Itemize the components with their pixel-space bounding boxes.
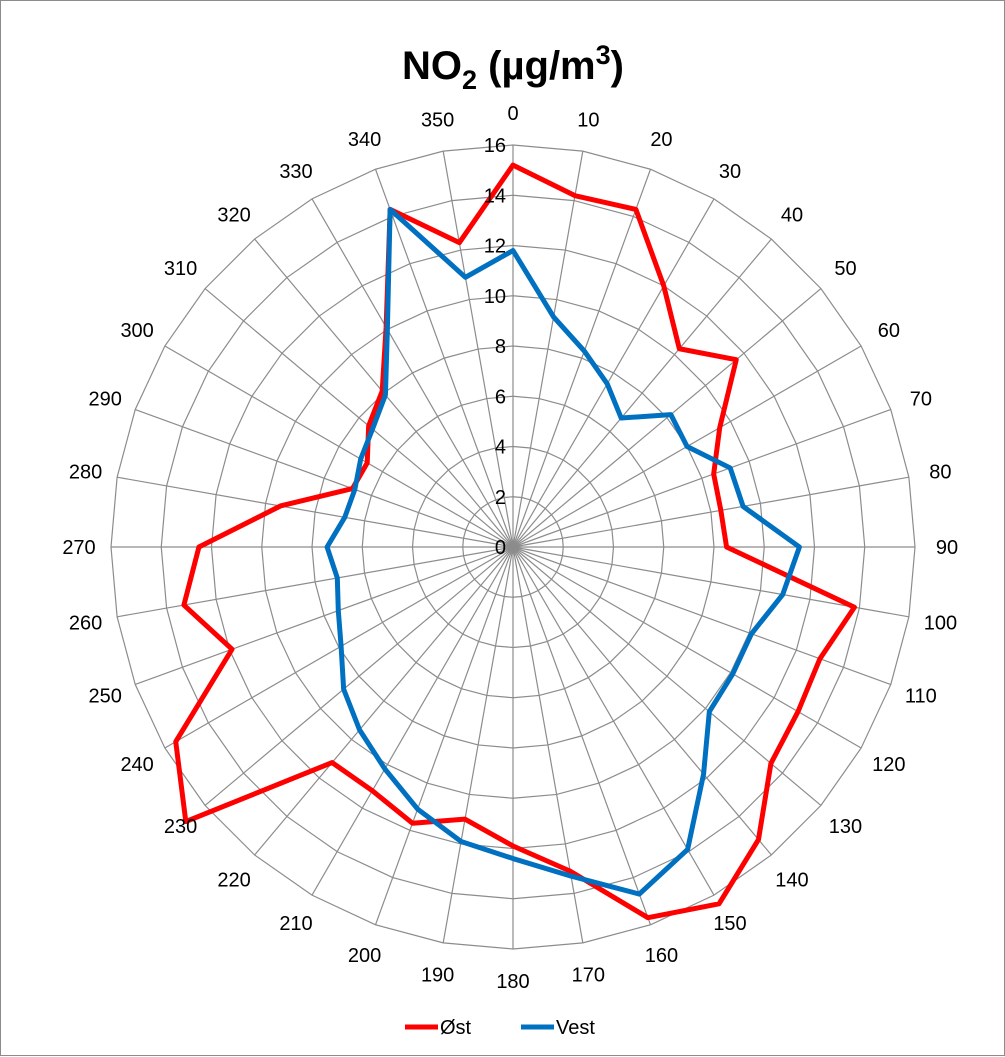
- grid-spoke: [311, 546, 514, 896]
- angle-label: 230: [164, 816, 197, 838]
- radial-tick-label: 10: [484, 286, 506, 308]
- grid-spoke: [512, 238, 772, 548]
- series-lines: [173, 162, 857, 921]
- angle-label: 60: [878, 320, 900, 342]
- grid-spoke: [512, 546, 652, 925]
- title-unit-suffix: ): [611, 44, 624, 88]
- angle-label: 300: [120, 320, 153, 342]
- grid-spoke: [117, 476, 514, 548]
- angle-label: 20: [650, 129, 672, 151]
- grid-spoke: [512, 288, 822, 548]
- angle-label: 190: [421, 964, 454, 986]
- angle-label: 90: [936, 537, 958, 559]
- radial-tick-label: 4: [495, 437, 506, 459]
- title-superscript: 3: [596, 40, 611, 70]
- angle-label: 270: [62, 537, 95, 559]
- grid-spoke: [512, 546, 772, 856]
- angle-label: 80: [929, 462, 951, 484]
- grid-spoke: [512, 546, 715, 896]
- grid-spoke: [164, 345, 514, 548]
- angle-label: 280: [69, 462, 102, 484]
- angle-label: 70: [910, 389, 932, 411]
- angle-label: 350: [421, 110, 454, 132]
- grid-spoke: [512, 546, 862, 749]
- angle-labels: 0 102030405060708090100110120130140150160…: [62, 103, 958, 993]
- grid-spoke: [512, 169, 652, 548]
- grid-spoke: [374, 546, 514, 925]
- title-subscript: 2: [462, 65, 477, 95]
- angle-label: 170: [572, 964, 605, 986]
- grid-spoke: [374, 169, 514, 548]
- radial-tick-label: 16: [484, 135, 506, 157]
- grid-spoke: [442, 151, 514, 548]
- radial-tick-label: 2: [495, 487, 506, 509]
- grid-spoke: [512, 476, 909, 548]
- angle-label: 140: [775, 869, 808, 891]
- grid-spoke: [512, 546, 891, 686]
- radial-tick-label: 8: [495, 336, 506, 358]
- angle-label: 130: [829, 816, 862, 838]
- legend: Øst Vest: [405, 1017, 595, 1039]
- radial-tick-label: 0: [495, 537, 506, 559]
- angle-label: 290: [88, 389, 121, 411]
- grid-spoke: [135, 546, 514, 686]
- grid-spoke: [512, 408, 891, 548]
- grid-spoke: [204, 546, 514, 806]
- angle-label: 250: [88, 685, 121, 707]
- angle-label: 210: [279, 913, 312, 935]
- grid-spoke: [254, 546, 514, 856]
- angle-label: 120: [872, 754, 905, 776]
- angle-label: 10: [577, 110, 599, 132]
- angle-label: 200: [348, 945, 381, 967]
- polar-grid: [110, 144, 916, 950]
- radial-tick-label: 6: [495, 386, 506, 408]
- angle-label: 50: [834, 258, 856, 280]
- angle-label: 320: [217, 205, 250, 227]
- grid-spoke: [311, 198, 514, 548]
- radial-tick-label: 12: [484, 236, 506, 258]
- angle-label: 110: [905, 685, 937, 707]
- angle-label: 220: [217, 869, 250, 891]
- angle-label: 310: [164, 258, 197, 280]
- radial-tick-label: 14: [484, 185, 506, 207]
- angle-label: 260: [69, 612, 102, 634]
- angle-label: 100: [924, 612, 957, 634]
- grid-spoke: [512, 546, 909, 618]
- grid-spoke: [512, 546, 822, 806]
- angle-label: 0: [507, 103, 518, 125]
- series-line-Øst: [173, 162, 857, 921]
- chart-title: NO2 (µg/m3): [402, 40, 624, 95]
- angle-label: 240: [120, 754, 153, 776]
- grid-spoke: [135, 408, 514, 548]
- grid-spoke: [442, 546, 514, 943]
- title-unit-prefix: (µg/m: [477, 44, 596, 88]
- angle-label: 160: [645, 945, 678, 967]
- angle-label: 40: [781, 205, 803, 227]
- grid-spoke: [204, 288, 514, 548]
- angle-label: 330: [279, 161, 312, 183]
- series-line-Vest: [324, 206, 802, 897]
- grid-spoke: [512, 151, 584, 548]
- angle-label: 340: [348, 129, 381, 151]
- angle-label: 150: [713, 913, 746, 935]
- title-main: NO: [402, 44, 462, 88]
- legend-label-Vest: Vest: [556, 1017, 595, 1039]
- grid-spoke: [512, 198, 715, 548]
- angle-label: 180: [496, 971, 529, 993]
- radial-tick-labels: 0 2 4 6 8 10 12 14 16: [484, 135, 506, 559]
- angle-label: 30: [719, 161, 741, 183]
- legend-label-Øst: Øst: [440, 1017, 472, 1039]
